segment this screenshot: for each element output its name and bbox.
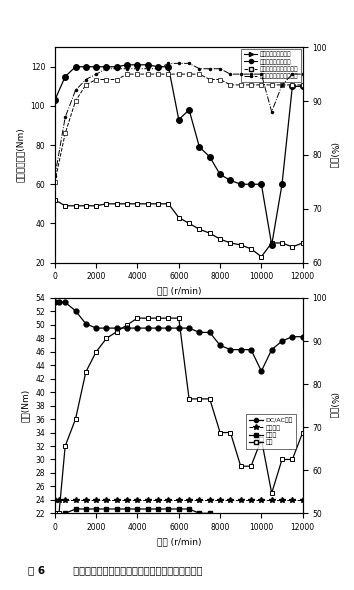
Y-axis label: 转矩(Nm): 转矩(Nm) (21, 389, 30, 422)
X-axis label: 转速 (r/min): 转速 (r/min) (156, 537, 201, 546)
Text: 某型号车用驱动电机及其控制器特性和效率曲线图: 某型号车用驱动电机及其控制器特性和效率曲线图 (67, 565, 203, 575)
Y-axis label: (%)效率: (%)效率 (329, 142, 338, 168)
Text: 图 6: 图 6 (28, 565, 45, 575)
X-axis label: 转速 (r/min): 转速 (r/min) (156, 287, 201, 296)
Y-axis label: (%)效率: (%)效率 (329, 392, 338, 419)
Legend: DC/AC效率, 电机效率, 总效率, 转矩: DC/AC效率, 电机效率, 总效率, 转矩 (246, 414, 296, 448)
Y-axis label: 电机输出转矩(Nm): 电机输出转矩(Nm) (16, 127, 25, 182)
Legend: 百试特性与持续功率, 嗅气运转与峰机功率, 电机输出持续转矩时效率, 电机输出峰値转矩时效率: 百试特性与持续功率, 嗅气运转与峰机功率, 电机输出持续转矩时效率, 电机输出峰… (241, 49, 301, 81)
